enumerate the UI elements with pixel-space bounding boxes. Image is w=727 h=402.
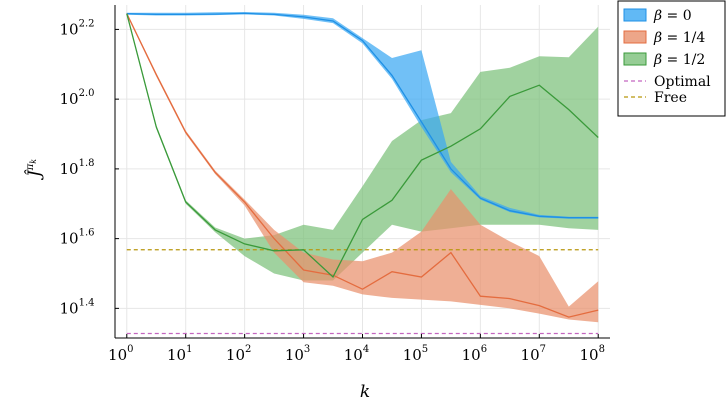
legend-label-beta14: β = 1/4 [653, 30, 705, 46]
y-tick-label-4: 102.2 [60, 18, 95, 38]
legend-label-optimal: Optimal [654, 74, 711, 90]
legend-swatch-beta12 [623, 52, 647, 66]
legend-label-beta12: β = 1/2 [653, 52, 705, 68]
reference-lines [126, 249, 599, 335]
legend-label-beta0: β = 0 [653, 8, 692, 24]
y-tick-label-0: 101.4 [60, 297, 95, 317]
x-axis-label: k [360, 382, 370, 402]
x-tick-label-7: 107 [521, 344, 546, 364]
x-tick-label-2: 102 [226, 344, 251, 364]
legend-swatch-beta0 [623, 8, 647, 22]
y-tick-label-1: 101.6 [60, 228, 95, 248]
line-beta14 [126, 13, 599, 318]
line-beta0 [126, 12, 599, 219]
y-tick-labels: 101.4 101.6 101.8 102.0 102.2 [60, 18, 95, 317]
y-tick-label-3: 102.0 [60, 88, 95, 108]
x-tick-label-3: 103 [285, 344, 310, 364]
band-beta14 [126, 12, 599, 323]
legend-label-free: Free [654, 90, 687, 106]
x-tick-label-5: 105 [403, 344, 428, 364]
svg-text:Ĵπk: Ĵπk [25, 159, 45, 180]
x-tick-label-8: 108 [579, 344, 604, 364]
axes [114, 5, 610, 339]
x-tick-label-6: 106 [462, 344, 487, 364]
legend-swatch-beta14 [623, 30, 647, 44]
band-beta12 [126, 12, 599, 281]
y-axis-label: Ĵπk [25, 159, 45, 180]
y-tick-label-2: 101.8 [60, 158, 95, 178]
x-tick-labels: 100 101 102 103 104 105 106 107 108 [108, 344, 605, 364]
line-beta12 [126, 13, 599, 279]
confidence-bands [126, 12, 599, 323]
x-tick-label-1: 101 [167, 344, 192, 364]
x-tick-label-4: 104 [344, 344, 369, 364]
x-tick-label-0: 100 [108, 344, 133, 364]
series-lines [126, 12, 599, 318]
